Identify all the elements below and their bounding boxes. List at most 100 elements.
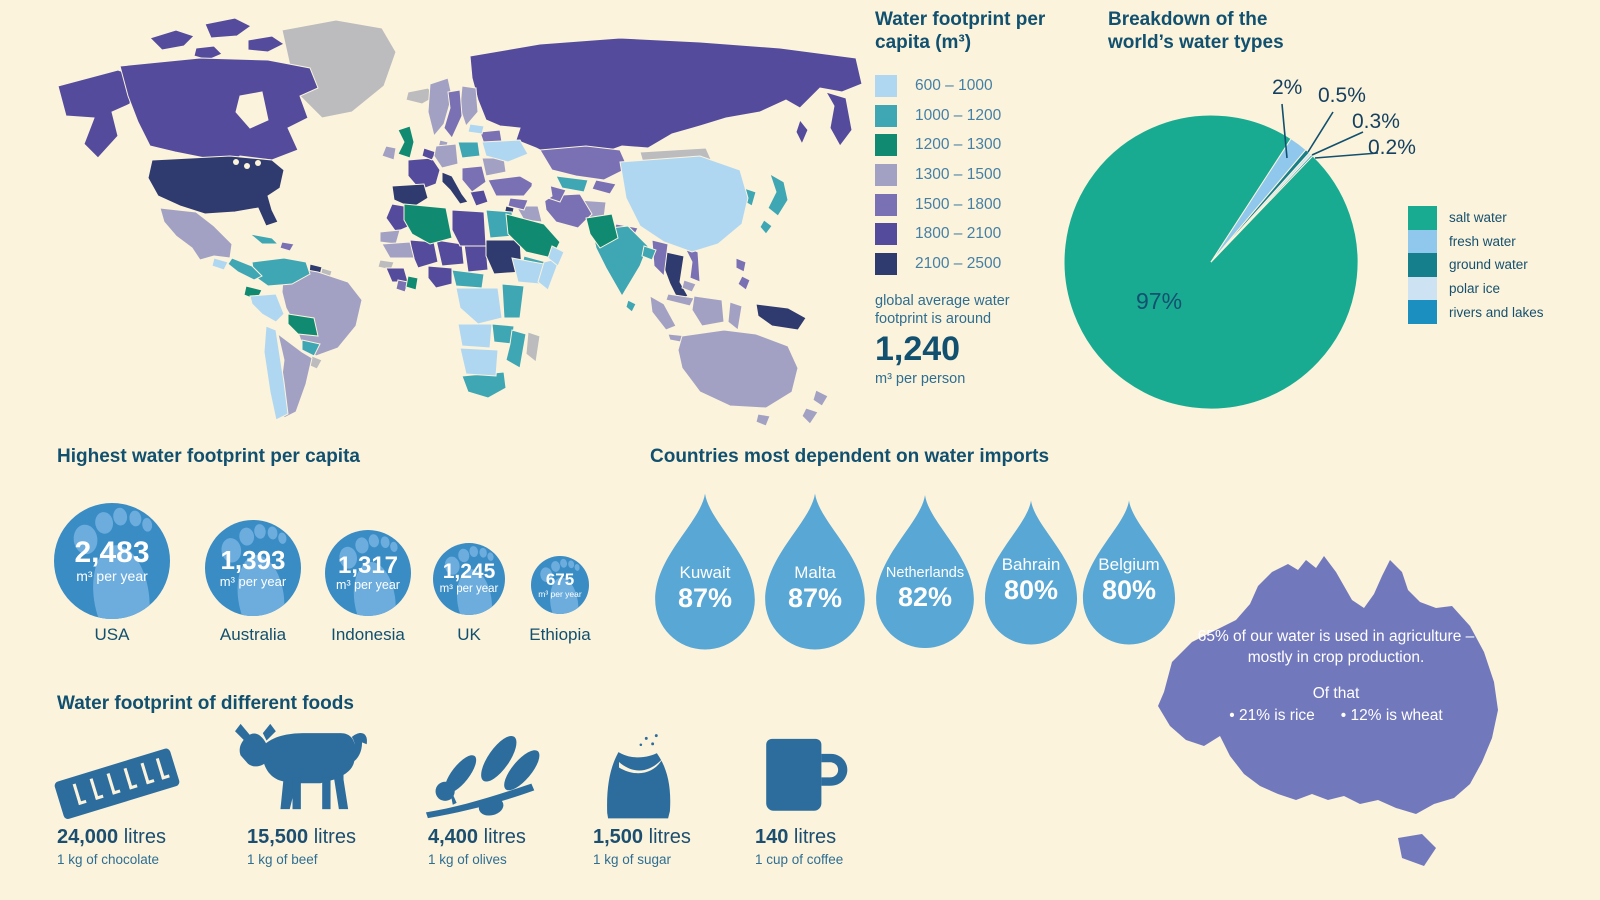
footprint-value: 2,483: [74, 535, 150, 569]
map-country: [385, 267, 409, 283]
map-country: [427, 265, 453, 289]
pie-title: Breakdown of the world’s water types: [1108, 9, 1284, 54]
australia-shape: [1158, 556, 1498, 866]
pie-label-fresh-water: 2%: [1272, 76, 1303, 99]
pie-label-salt-water: 97%: [1136, 288, 1183, 314]
map-japan: [767, 172, 789, 217]
legend-swatch: [875, 163, 897, 186]
water-drop-icon: [765, 493, 865, 650]
legend-swatch: [1408, 276, 1437, 301]
legend-swatch: [875, 75, 897, 98]
footprint-value: 1,393: [220, 544, 286, 575]
global-average-note: global average water footprint is around: [875, 292, 1010, 327]
footprint-value: 675: [545, 569, 575, 589]
map-group-1800-2100: [57, 17, 863, 289]
map-mexico: [159, 207, 233, 261]
footprint-circle-usa: 2,483 m³ per year: [54, 503, 170, 619]
footprint-country: Ethiopia: [529, 625, 591, 644]
map-country: [735, 257, 747, 273]
drop-country: Malta: [794, 563, 836, 582]
map-group-1200-1300: [243, 125, 619, 337]
map-uk: [397, 125, 415, 159]
map-country: [435, 239, 465, 267]
footprint-unit: m³ per year: [439, 583, 499, 596]
map-country: [755, 413, 771, 427]
footprint-unit: m³ per year: [538, 588, 582, 599]
map-country: [459, 85, 479, 127]
legend-swatch: [1408, 206, 1437, 230]
map-country: [211, 257, 229, 271]
map-ukraine: [481, 139, 529, 163]
hudson-bay: [235, 91, 269, 129]
map-country: [149, 29, 195, 51]
map-country: [279, 241, 295, 252]
footprint-icon: [221, 524, 287, 616]
drop-belgium: Belgium 80%: [1080, 496, 1178, 646]
food-caption: 1 cup of coffee: [755, 852, 844, 867]
olive-branch-icon: [425, 735, 540, 819]
map-country: [457, 141, 481, 159]
legend-label: 1000 – 1200: [915, 106, 1002, 124]
map-thailand: [663, 251, 689, 301]
caspian-sea: [531, 167, 553, 205]
map-country: [507, 197, 529, 211]
drop-netherlands: Netherlands 82%: [872, 492, 978, 648]
map-peru: [249, 293, 285, 323]
legend-row: 1300 – 1500: [875, 160, 1060, 190]
map-country: [381, 241, 415, 259]
drop-percent: 80%: [1101, 575, 1157, 606]
imports-section-title: Countries most dependent on water import…: [650, 446, 1050, 467]
map-bolivia: [287, 313, 319, 337]
map-russia: [469, 37, 863, 159]
legend-label: 1200 – 1300: [915, 136, 1002, 154]
drop-bahrain: Bahrain 80%: [982, 496, 1080, 646]
australia-of-that: Of that: [1312, 684, 1360, 702]
legend-swatch: [875, 134, 897, 157]
drop-kuwait: Kuwait 87%: [652, 490, 758, 650]
drop-country: Belgium: [1098, 555, 1160, 574]
pie-label-rivers-lakes: 0.2%: [1368, 136, 1416, 159]
water-drop-icon: [984, 500, 1078, 645]
drop-percent: 87%: [787, 583, 843, 614]
legend-row: fresh water: [1408, 229, 1544, 254]
map-water-overlays: [233, 91, 553, 205]
pie-legend: salt water fresh water ground water pola…: [1408, 206, 1544, 324]
legend-swatch: [875, 252, 897, 275]
map-madagascar: [525, 331, 541, 363]
map-country: [555, 175, 589, 193]
legend-swatch: [1408, 300, 1437, 324]
map-iran: [543, 193, 593, 229]
map-country: [681, 279, 697, 293]
map-country: [505, 329, 527, 369]
pie-slice-fresh-water: [1210, 138, 1307, 263]
pie-callout-lines: [1281, 103, 1379, 159]
map-country: [591, 179, 617, 195]
footprint-circle-uk: 1,245 m³ per year: [433, 543, 505, 615]
legend-row: 1800 – 2100: [875, 219, 1060, 249]
footprint-unit: m³ per year: [76, 568, 148, 585]
map-group-600-1000: [211, 123, 749, 421]
drop-percent: 80%: [1003, 575, 1059, 606]
footprint-country: Indonesia: [331, 625, 405, 644]
footprint-country: UK: [457, 625, 481, 644]
map-country: [467, 123, 485, 135]
map-algeria: [403, 203, 453, 245]
legend-row: 600 – 1000: [875, 71, 1060, 101]
map-country: [463, 243, 489, 273]
map-country: [301, 339, 321, 357]
global-average-unit: m³ per person: [875, 370, 966, 387]
map-china: [619, 155, 749, 253]
food-caption: 1 kg of olives: [428, 852, 507, 867]
global-average-value: 1,240: [875, 329, 961, 368]
map-country: [395, 279, 409, 293]
food-value: 4,400 litres: [428, 826, 526, 848]
footprint-unit: m³ per year: [336, 578, 400, 593]
cow-icon: [235, 723, 367, 810]
legend-row: 1500 – 1800: [875, 190, 1060, 220]
drop-percent: 87%: [677, 583, 733, 614]
water-drop-icon: [1082, 500, 1176, 645]
australia-annotation: 65% of our water is used in agriculture …: [1190, 627, 1482, 727]
australia-rice-bullet: • 21% is rice: [1229, 706, 1315, 724]
map-country: [625, 299, 637, 313]
legend-label: ground water: [1449, 257, 1528, 273]
